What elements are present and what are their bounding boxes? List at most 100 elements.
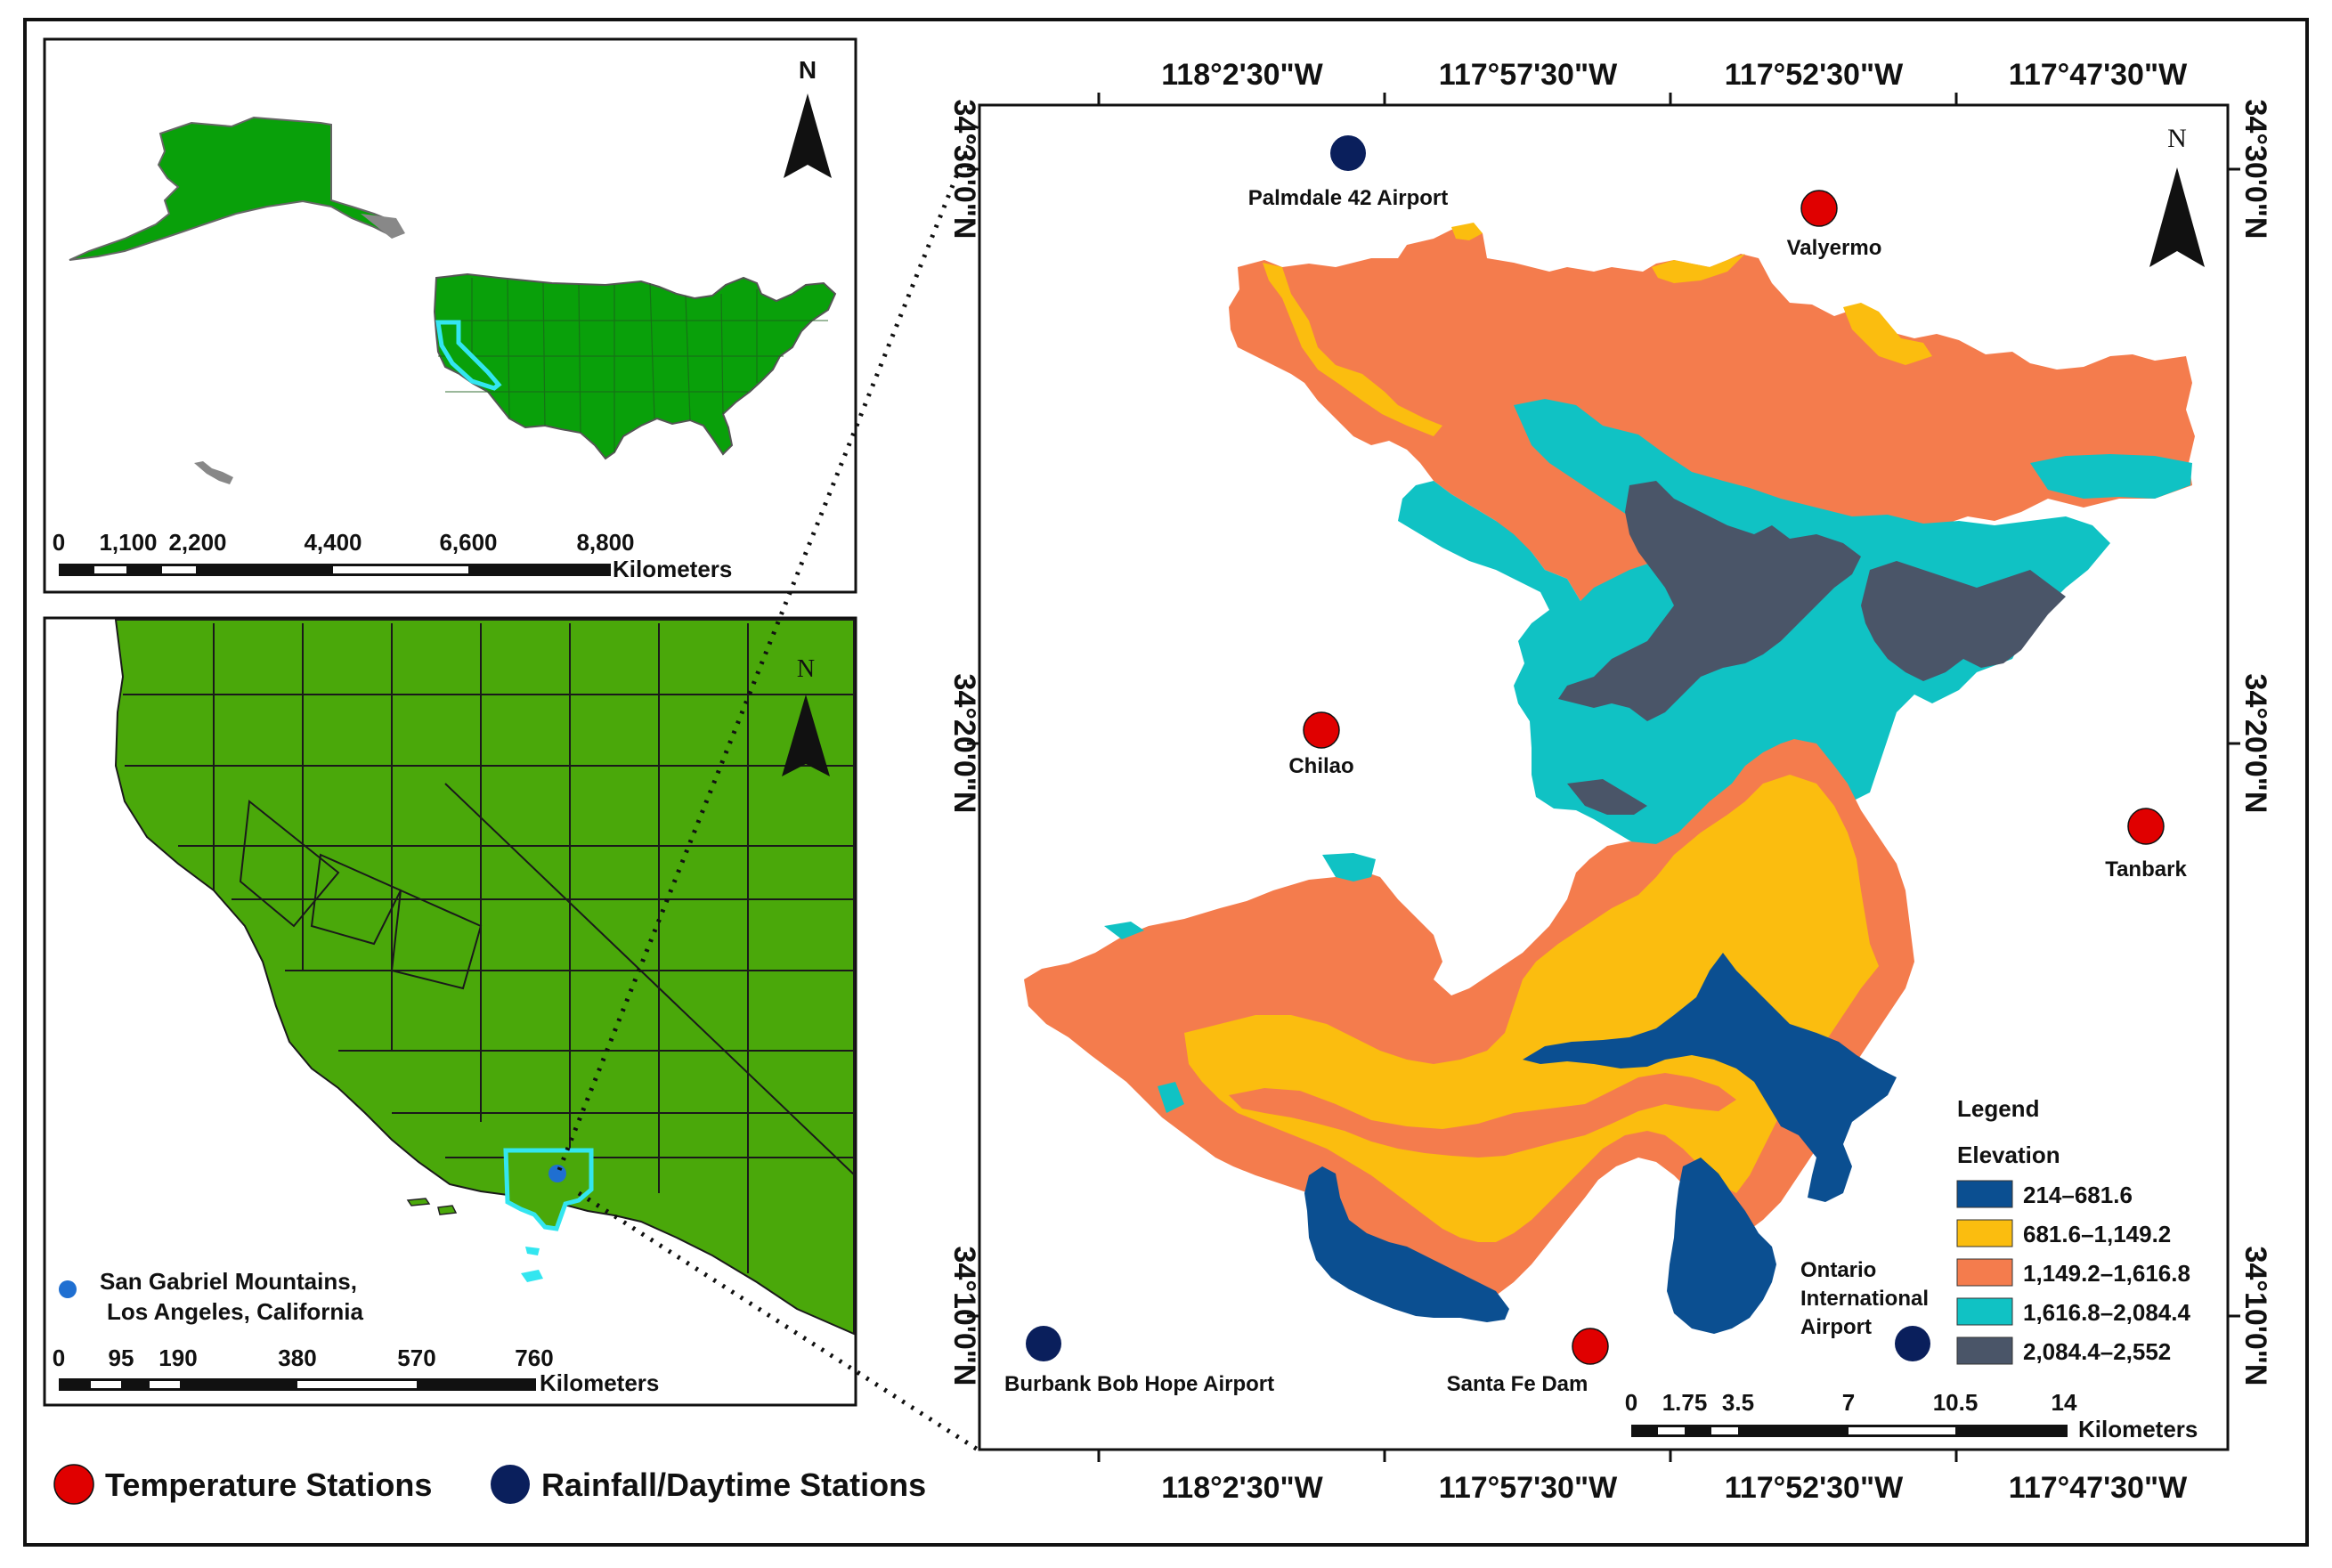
elevation-class-1[interactable] xyxy=(1523,953,1897,1202)
temperature-legend-marker xyxy=(53,1464,94,1505)
elevation-class-3-north[interactable] xyxy=(1229,224,2195,601)
scale-tick: 14 xyxy=(2052,1389,2077,1416)
elevation-class-3-ribbon[interactable] xyxy=(1229,1073,1736,1158)
north-arrow-icon xyxy=(784,93,808,178)
inset-ca-north-letter: N xyxy=(797,655,815,683)
elevation-class-5[interactable] xyxy=(1567,779,1647,815)
lat-label-left: 34°10'0"N xyxy=(947,1247,981,1386)
california-highlight[interactable] xyxy=(435,320,502,391)
rainfall-station-marker[interactable] xyxy=(1026,1326,1061,1361)
scale-unit: Kilometers xyxy=(613,556,732,582)
scale-tick: 6,600 xyxy=(439,529,497,556)
legend-swatch xyxy=(1956,1219,2013,1247)
station-label: Valyermo xyxy=(1787,236,1882,260)
rainfall-station-marker[interactable] xyxy=(1895,1326,1930,1361)
north-arrow-icon-half xyxy=(806,695,830,776)
temperature-station-marker[interactable] xyxy=(1303,711,1340,749)
scale-tick: 2,200 xyxy=(168,529,226,556)
lon-label-top: 117°47'30"W xyxy=(2009,58,2188,92)
scale-tick: 570 xyxy=(397,1345,435,1371)
station-label: Burbank Bob Hope Airport xyxy=(1004,1372,1274,1396)
legend-label: 2,084.4–2,552 xyxy=(2023,1338,2171,1365)
elevation-class-4-south[interactable] xyxy=(1322,853,1376,881)
rainfall-legend-label: Rainfall/Daytime Stations xyxy=(541,1466,926,1503)
scale-tick: 10.5 xyxy=(1933,1389,1979,1416)
north-arrow-icon-half xyxy=(2177,167,2205,267)
zoom-connector-lines xyxy=(557,122,980,1452)
main-scale-bar: 0 1.75 3.5 7 10.5 14 Kilometers xyxy=(1625,1389,2198,1442)
elevation-class-1[interactable] xyxy=(1304,1166,1509,1322)
main-map: 118°2'30"W 117°57'30"W 117°52'30"W 117°4… xyxy=(947,58,2272,1505)
elevation-class-2-north[interactable] xyxy=(1263,263,1442,436)
scale-tick: 760 xyxy=(515,1345,553,1371)
channel-island xyxy=(406,1198,431,1206)
station-label: Ontario xyxy=(1800,1258,1876,1282)
elevation-class-2-north[interactable] xyxy=(1843,303,1932,365)
inset-ca-scale-bar: 0 95 190 380 570 760 Kilometers xyxy=(53,1345,660,1396)
lat-label-right: 34°30'0"N xyxy=(2239,100,2272,240)
inset-usa-scale-bar: 0 1,100 2,200 4,400 6,600 8,800 Kilomete… xyxy=(53,529,733,582)
scale-tick: 3.5 xyxy=(1722,1389,1754,1416)
station-label: International xyxy=(1800,1287,1929,1311)
channel-island xyxy=(525,1247,540,1255)
elevation-class-4[interactable] xyxy=(2030,454,2192,499)
study-area-label-line1: San Gabriel Mountains, xyxy=(100,1268,357,1295)
elevation-class-4-south[interactable] xyxy=(1104,922,1144,939)
hawaii-shape xyxy=(194,461,233,484)
station-label: Airport xyxy=(1800,1315,1872,1339)
lat-label-right: 34°20'0"N xyxy=(2239,674,2272,814)
county-lines xyxy=(123,623,856,1273)
inset-usa: N 0 1,100 2,200 4,400 6,600 8,800 Kilome… xyxy=(43,37,857,594)
legend-swatch xyxy=(1956,1180,2013,1208)
scale-tick: 190 xyxy=(158,1345,197,1371)
temperature-station-marker[interactable] xyxy=(1572,1328,1609,1365)
scale-tick: 0 xyxy=(53,1345,65,1371)
elevation-class-2-north[interactable] xyxy=(1652,254,1745,283)
study-area-legend-dot xyxy=(59,1280,77,1298)
scale-tick: 0 xyxy=(1625,1389,1637,1416)
elevation-class-4-south[interactable] xyxy=(1158,1082,1184,1113)
legend-swatch xyxy=(1956,1258,2013,1287)
north-arrow-icon-half xyxy=(808,93,832,178)
outer-frame xyxy=(23,18,2309,1547)
stations: Palmdale 42 Airport Valyermo Chilao Tanb… xyxy=(1004,135,2187,1396)
scale-unit: Kilometers xyxy=(2078,1416,2198,1442)
study-area-label-line2: Los Angeles, California xyxy=(107,1298,364,1325)
temperature-station-marker[interactable] xyxy=(2127,808,2165,845)
temperature-station-marker[interactable] xyxy=(1800,190,1838,227)
elevation-class-1[interactable] xyxy=(1667,1158,1776,1334)
channel-island xyxy=(437,1205,458,1215)
rainfall-station-marker[interactable] xyxy=(1330,135,1366,171)
station-label: Palmdale 42 Airport xyxy=(1248,186,1449,210)
legend-swatch xyxy=(1956,1297,2013,1326)
scale-tick: 1.75 xyxy=(1662,1389,1708,1416)
legend-subtitle: Elevation xyxy=(1957,1141,2060,1168)
scale-tick: 380 xyxy=(278,1345,316,1371)
alaska-island xyxy=(361,214,405,239)
legend-label: 681.6–1,149.2 xyxy=(2023,1221,2171,1247)
scale-unit: Kilometers xyxy=(540,1369,659,1396)
legend-label: 1,149.2–1,616.8 xyxy=(2023,1260,2190,1287)
legend-label: 214–681.6 xyxy=(2023,1182,2133,1208)
la-county-highlight[interactable] xyxy=(503,1148,594,1231)
scale-tick: 95 xyxy=(109,1345,134,1371)
lat-label-right: 34°10'0"N xyxy=(2239,1247,2272,1386)
elevation-class-5[interactable] xyxy=(1558,481,1861,721)
scale-tick: 0 xyxy=(53,529,65,556)
lat-label-left: 34°20'0"N xyxy=(947,674,981,814)
temperature-legend-label: Temperature Stations xyxy=(105,1466,432,1503)
elevation-legend: Legend Elevation 214–681.6 681.6–1,149.2… xyxy=(1956,1095,2190,1365)
station-label: Santa Fe Dam xyxy=(1447,1372,1589,1396)
elevation-class-2-north[interactable] xyxy=(1451,223,1483,240)
elevation-class-5[interactable] xyxy=(1861,561,2066,681)
scale-tick: 1,100 xyxy=(99,529,157,556)
alaska-shape xyxy=(69,116,404,261)
lon-label-bottom: 118°2'30"W xyxy=(1161,1471,1323,1505)
lat-label-left: 34°30'0"N xyxy=(947,100,981,240)
lon-ticks xyxy=(1097,93,1958,1462)
study-area-marker[interactable] xyxy=(548,1165,566,1182)
legend-title: Legend xyxy=(1957,1095,2039,1122)
north-arrow-icon xyxy=(782,695,806,776)
lon-label-top: 117°52'30"W xyxy=(1725,58,1904,92)
